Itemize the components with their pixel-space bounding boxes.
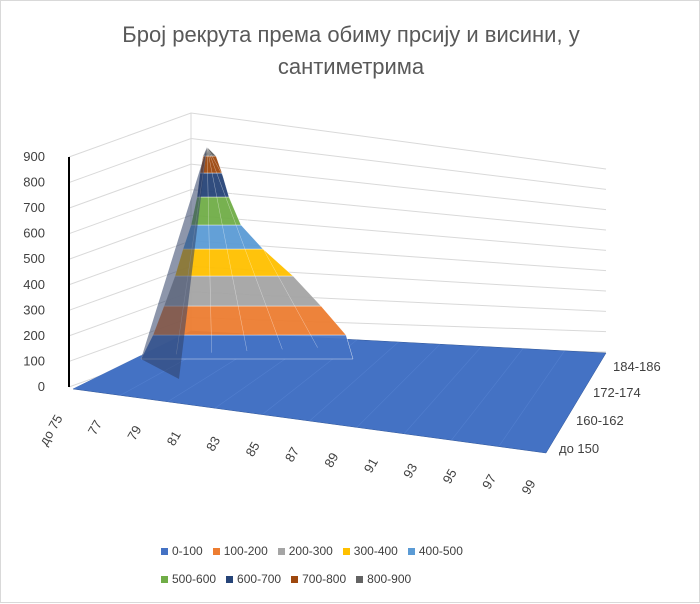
x-tick-label: 85 <box>242 439 262 459</box>
surface-facet <box>206 146 212 353</box>
legend-item: 200-300 <box>277 544 333 558</box>
z-tick-label: 100 <box>23 353 45 368</box>
legend-swatch <box>161 547 168 555</box>
legend-label: 800-900 <box>367 572 412 586</box>
surface-facet <box>140 146 208 357</box>
z-tick-label: 600 <box>23 226 45 241</box>
legend-row: 500-600 600-700 700-800 800-900 <box>161 565 561 593</box>
z-tick-label: 0 <box>38 379 45 394</box>
z-tick-label: 200 <box>23 328 45 343</box>
y-tick-label: 172-174 <box>593 385 641 400</box>
x-tick-label: 79 <box>124 423 144 443</box>
surface-facet <box>206 146 248 352</box>
legend-label: 500-600 <box>172 572 217 586</box>
z-tick-label: 800 <box>23 175 45 190</box>
z-tick-label: 700 <box>23 200 45 215</box>
x-tick-label: до 75 <box>36 412 65 448</box>
legend-item: 400-500 <box>407 544 463 558</box>
legend-item: 600-700 <box>226 572 281 586</box>
legend-item: 100-200 <box>212 544 268 558</box>
floor-facet <box>451 348 524 441</box>
legend-label: 100-200 <box>223 544 268 558</box>
y-axis-ticks: до 150 160-162 172-174 184-186 <box>559 359 661 456</box>
legend-item: 700-800 <box>291 572 346 586</box>
z-tick-label: 500 <box>23 251 45 266</box>
surface-peak <box>140 146 354 379</box>
legend-label: 400-500 <box>418 544 463 558</box>
legend: 0-100 100-200 200-300 300-400 400-500 500-60… <box>161 537 561 593</box>
floor-facet <box>356 343 441 428</box>
legend-label: 0-100 <box>172 544 203 558</box>
surface-facet <box>206 146 283 350</box>
z-axis-ticks: 0 100 200 300 400 500 600 700 800 900 <box>23 149 45 394</box>
z-tick-label: 400 <box>23 277 45 292</box>
legend-item: 0-100 <box>161 544 203 558</box>
z-tick-label: 900 <box>23 149 45 164</box>
x-tick-label: 81 <box>164 428 184 448</box>
y-tick-label: 184-186 <box>613 359 661 374</box>
chart-title: Број рекрута према обиму прсију и висини… <box>122 22 580 79</box>
x-tick-label: 89 <box>321 450 341 470</box>
x-tick-label: 93 <box>400 461 420 481</box>
legend-swatch <box>291 575 299 583</box>
y-tick-label: 160-162 <box>576 413 624 428</box>
floor-facet <box>309 341 399 422</box>
legend-label: 600-700 <box>237 572 282 586</box>
legend-swatch <box>407 547 415 555</box>
x-tick-label: 99 <box>518 477 538 497</box>
legend-row: 0-100 100-200 200-300 300-400 400-500 <box>161 537 561 565</box>
x-tick-label: 77 <box>85 417 105 437</box>
legend-item: 300-400 <box>342 544 398 558</box>
legend-swatch <box>212 547 220 555</box>
legend-swatch <box>277 547 285 555</box>
x-axis-ticks: до 75 77 79 81 83 85 87 89 91 93 95 97 99 <box>36 412 538 497</box>
floor-facet <box>403 346 482 434</box>
legend-swatch <box>356 575 364 583</box>
z-tick-label: 300 <box>23 302 45 317</box>
x-tick-label: 91 <box>361 455 381 475</box>
floor-facet <box>498 350 565 447</box>
y-tick-label: до 150 <box>559 441 599 456</box>
surface-facet <box>206 146 318 348</box>
x-tick-label: 83 <box>203 434 223 454</box>
legend-label: 200-300 <box>288 544 333 558</box>
legend-swatch <box>342 547 350 555</box>
legend-swatch <box>226 575 234 583</box>
legend-item: 500-600 <box>161 572 216 586</box>
x-tick-label: 97 <box>479 472 499 492</box>
x-tick-label: 87 <box>282 445 302 465</box>
legend-item: 800-900 <box>356 572 411 586</box>
x-tick-label: 95 <box>440 466 460 486</box>
legend-label: 700-800 <box>302 572 347 586</box>
legend-swatch <box>161 575 168 583</box>
surface-shadow <box>141 147 207 379</box>
legend-label: 300-400 <box>353 544 398 558</box>
